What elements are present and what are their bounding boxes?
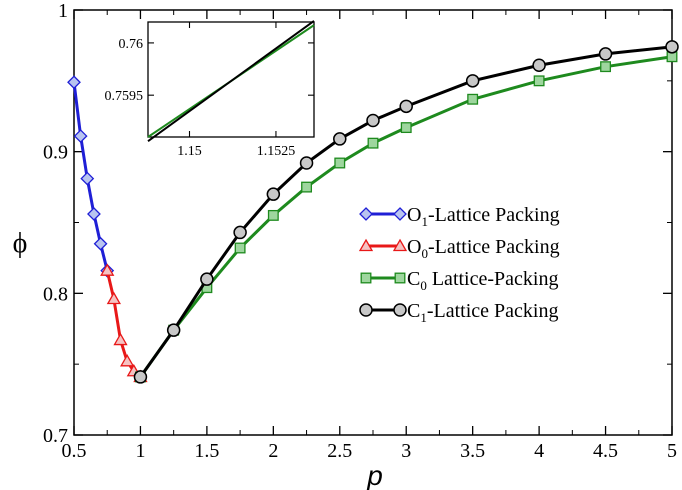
data-point xyxy=(93,236,108,251)
x-tick-label: 3 xyxy=(401,440,411,462)
data-point xyxy=(334,157,346,169)
y-axis-title: ϕ xyxy=(13,228,28,259)
data-point xyxy=(399,99,413,114)
series-3 xyxy=(133,40,679,384)
legend-item-0: O1-Lattice Packing xyxy=(359,204,560,229)
x-tick-label: 0.5 xyxy=(62,440,87,462)
inset-plot: 1.15 1.1525 0.7595 0.76 xyxy=(105,20,315,159)
legend-marker xyxy=(359,303,373,317)
legend-marker xyxy=(360,272,372,284)
legend-marker xyxy=(392,238,408,252)
x-tick-label: 3.5 xyxy=(460,440,485,462)
data-point xyxy=(166,323,181,337)
data-point xyxy=(80,171,95,186)
data-point xyxy=(299,156,314,170)
data-point xyxy=(366,113,380,128)
data-point xyxy=(532,58,546,72)
legend-item-2: C0 Lattice-Packing xyxy=(360,268,558,293)
y-tick-label: 0.8 xyxy=(43,283,68,305)
inset-x-tick-label: 1.15 xyxy=(177,144,202,159)
data-point xyxy=(67,75,81,90)
legend-label: C0 Lattice-Packing xyxy=(407,268,558,293)
x-tick-label: 2.5 xyxy=(327,440,352,462)
data-point xyxy=(200,272,214,286)
data-point xyxy=(465,74,480,88)
data-point xyxy=(133,370,148,384)
legend: O1-Lattice Packing O0-Lattice Packing C0 L… xyxy=(358,204,560,325)
data-point xyxy=(301,181,313,193)
data-point xyxy=(665,40,679,54)
data-point xyxy=(87,207,101,221)
y-tick-label: 1 xyxy=(58,0,68,22)
data-point xyxy=(266,187,281,201)
data-point xyxy=(533,75,545,87)
x-tick-label: 4.5 xyxy=(593,440,618,462)
x-axis-title: p xyxy=(366,460,383,490)
data-point xyxy=(467,93,479,105)
data-point xyxy=(233,225,247,240)
data-point xyxy=(600,61,612,73)
inset-x-tick-label: 1.1525 xyxy=(257,144,296,159)
series-0 xyxy=(67,75,115,278)
data-point xyxy=(234,242,246,254)
legend-marker xyxy=(393,207,407,221)
data-point xyxy=(267,209,279,221)
legend-label: C1-Lattice Packing xyxy=(407,300,558,325)
legend-item-3: C1-Lattice Packing xyxy=(359,300,558,325)
series-2 xyxy=(134,51,678,383)
main-series-group xyxy=(67,40,679,384)
legend-label: O0-Lattice Packing xyxy=(407,236,560,261)
data-point xyxy=(73,129,88,144)
data-point xyxy=(113,332,128,346)
data-point xyxy=(106,291,121,305)
data-point xyxy=(400,122,412,134)
x-tick-label: 1 xyxy=(135,440,145,462)
y-tick-label: 0.9 xyxy=(43,142,68,164)
legend-marker xyxy=(394,272,406,284)
data-point xyxy=(598,47,613,61)
legend-marker xyxy=(393,303,407,317)
data-point xyxy=(100,263,115,276)
x-tick-label: 5 xyxy=(667,440,677,462)
data-point xyxy=(333,132,347,146)
legend-marker xyxy=(359,207,373,221)
x-tick-label: 2 xyxy=(268,440,278,462)
data-point xyxy=(120,354,135,367)
series-1 xyxy=(100,263,148,383)
legend-marker xyxy=(358,238,374,252)
x-tick-label: 1.5 xyxy=(194,440,219,462)
inset-series-line-1 xyxy=(147,20,315,142)
data-point xyxy=(367,137,379,149)
x-tick-label: 4 xyxy=(534,440,544,462)
main-plot-area: 0.5 1 1.5 2 2.5 3 3.5 4 4.5 5 0.7 0.8 0.9 1 xyxy=(43,0,677,462)
legend-item-1: O0-Lattice Packing xyxy=(358,236,560,261)
inset-y-tick-label: 0.7595 xyxy=(105,89,144,104)
y-tick-label: 0.7 xyxy=(43,425,68,447)
legend-label: O1-Lattice Packing xyxy=(407,204,560,229)
inset-y-tick-label: 0.76 xyxy=(119,37,144,52)
